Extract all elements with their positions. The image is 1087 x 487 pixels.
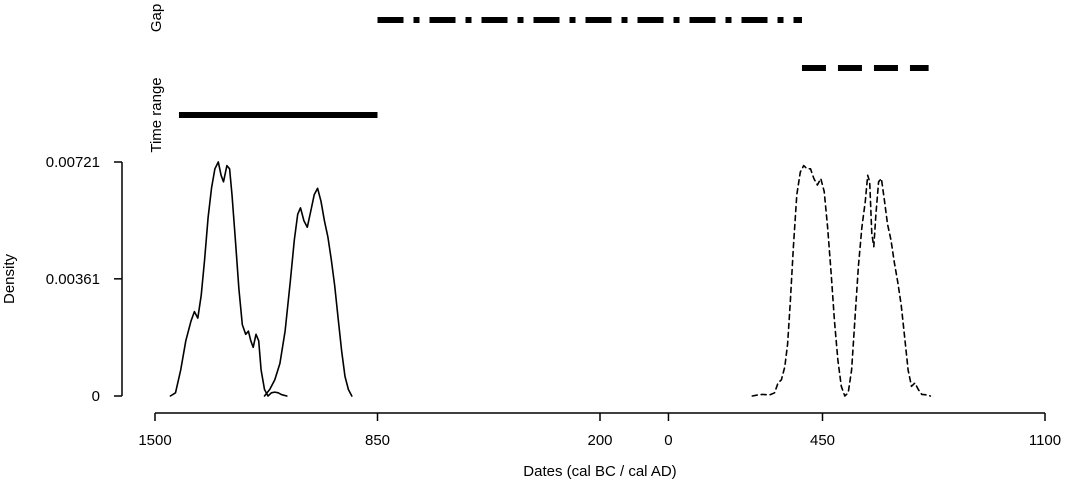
x-tick-label: 200 xyxy=(587,432,612,449)
y-axis-label: Density xyxy=(1,253,18,304)
y-tick-label: 0.00721 xyxy=(46,154,100,171)
density-curve-1 xyxy=(169,161,288,397)
time-range-band-label: Time range xyxy=(148,77,165,152)
x-tick-label: 0 xyxy=(664,432,672,449)
gap-band-label: Gap xyxy=(148,4,165,32)
x-axis-ticks: 1500 850 200 0 450 1100 xyxy=(138,413,1061,449)
x-tick-label: 850 xyxy=(365,432,390,449)
density-curve-2 xyxy=(263,187,353,397)
y-tick-label: 0.00361 xyxy=(46,271,100,288)
density-curve-3 xyxy=(751,164,932,397)
x-tick-label: 1500 xyxy=(138,432,171,449)
y-tick-label: 0 xyxy=(92,388,100,405)
x-axis-label: Dates (cal BC / cal AD) xyxy=(523,463,676,480)
period-bands xyxy=(178,17,929,118)
density-curves xyxy=(169,161,932,397)
x-tick-label: 450 xyxy=(810,432,835,449)
x-tick-label: 1100 xyxy=(1029,432,1061,449)
y-axis-ticks: 0 0.00361 0.00721 xyxy=(46,154,122,405)
